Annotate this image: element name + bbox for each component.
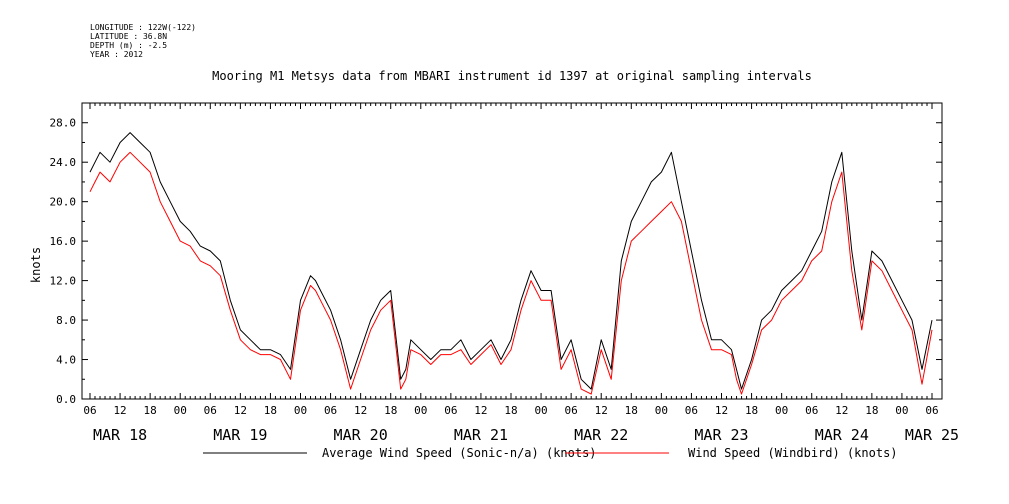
y-axis-label: knots bbox=[29, 247, 43, 283]
metadata-block: LONGITUDE : 122W(-122) LATITUDE : 36.8N … bbox=[90, 23, 196, 59]
meta-depth: DEPTH (m) : -2.5 bbox=[90, 41, 167, 50]
x-tick-label: 06 bbox=[805, 404, 818, 417]
x-tick-label: 06 bbox=[324, 404, 337, 417]
x-tick-label: 00 bbox=[414, 404, 427, 417]
x-tick-label: 00 bbox=[655, 404, 668, 417]
legend-label-sonic: Average Wind Speed (Sonic-n/a) (knots) bbox=[322, 446, 597, 460]
x-date-label: MAR 18 bbox=[93, 426, 147, 444]
y-tick-label: 8.0 bbox=[56, 314, 76, 327]
x-date-label: MAR 19 bbox=[213, 426, 267, 444]
x-tick-label: 12 bbox=[354, 404, 367, 417]
x-tick-label: 00 bbox=[174, 404, 187, 417]
x-date-label: MAR 22 bbox=[574, 426, 628, 444]
x-tick-label: 12 bbox=[715, 404, 728, 417]
x-tick-label: 18 bbox=[865, 404, 878, 417]
x-tick-label: 12 bbox=[474, 404, 487, 417]
x-tick-label: 06 bbox=[83, 404, 96, 417]
y-tick-label: 4.0 bbox=[56, 354, 76, 367]
x-tick-label: 18 bbox=[384, 404, 397, 417]
x-date-label: MAR 20 bbox=[334, 426, 388, 444]
x-tick-label: 06 bbox=[204, 404, 217, 417]
x-tick-label: 06 bbox=[925, 404, 938, 417]
x-tick-label: 18 bbox=[504, 404, 517, 417]
x-tick-label: 12 bbox=[595, 404, 608, 417]
y-tick-label: 12.0 bbox=[50, 275, 77, 288]
chart-title: Mooring M1 Metsys data from MBARI instru… bbox=[212, 69, 812, 83]
meta-longitude: LONGITUDE : 122W(-122) bbox=[90, 23, 196, 32]
x-tick-label: 06 bbox=[444, 404, 457, 417]
meta-year: YEAR : 2012 bbox=[90, 50, 143, 59]
x-tick-label: 12 bbox=[835, 404, 848, 417]
x-tick-label: 00 bbox=[895, 404, 908, 417]
x-tick-label: 00 bbox=[294, 404, 307, 417]
series-lines bbox=[89, 132, 933, 395]
meta-latitude: LATITUDE : 36.8N bbox=[90, 32, 167, 41]
x-tick-label: 18 bbox=[745, 404, 758, 417]
legend-label-windbird: Wind Speed (Windbird) (knots) bbox=[688, 446, 898, 460]
x-tick-label: 06 bbox=[565, 404, 578, 417]
y-tick-label: 0.0 bbox=[56, 393, 76, 406]
y-tick-label: 28.0 bbox=[50, 117, 77, 130]
x-tick-label: 00 bbox=[775, 404, 788, 417]
x-tick-label: 12 bbox=[234, 404, 247, 417]
legend: Average Wind Speed (Sonic-n/a) (knots) W… bbox=[203, 446, 898, 460]
x-date-label: MAR 23 bbox=[694, 426, 748, 444]
x-date-label: MAR 21 bbox=[454, 426, 508, 444]
y-tick-label: 20.0 bbox=[50, 196, 77, 209]
x-tick-label: 00 bbox=[534, 404, 547, 417]
x-tick-label: 18 bbox=[264, 404, 277, 417]
axes: 0.0 4.0 8.0 12.0 16.0 20.0 24.0 28.0 06 12 18 00 06 1… bbox=[50, 102, 959, 444]
x-tick-label: 18 bbox=[144, 404, 157, 417]
x-date-label: MAR 25 bbox=[905, 426, 959, 444]
y-tick-label: 24.0 bbox=[50, 156, 77, 169]
x-tick-label: 18 bbox=[625, 404, 638, 417]
series-line-sonic bbox=[89, 132, 933, 390]
x-tick-label: 12 bbox=[113, 404, 126, 417]
series-line-windbird bbox=[89, 151, 933, 395]
plot-frame bbox=[81, 102, 943, 400]
x-tick-label: 06 bbox=[685, 404, 698, 417]
y-tick-label: 16.0 bbox=[50, 235, 77, 248]
x-date-label: MAR 24 bbox=[815, 426, 869, 444]
